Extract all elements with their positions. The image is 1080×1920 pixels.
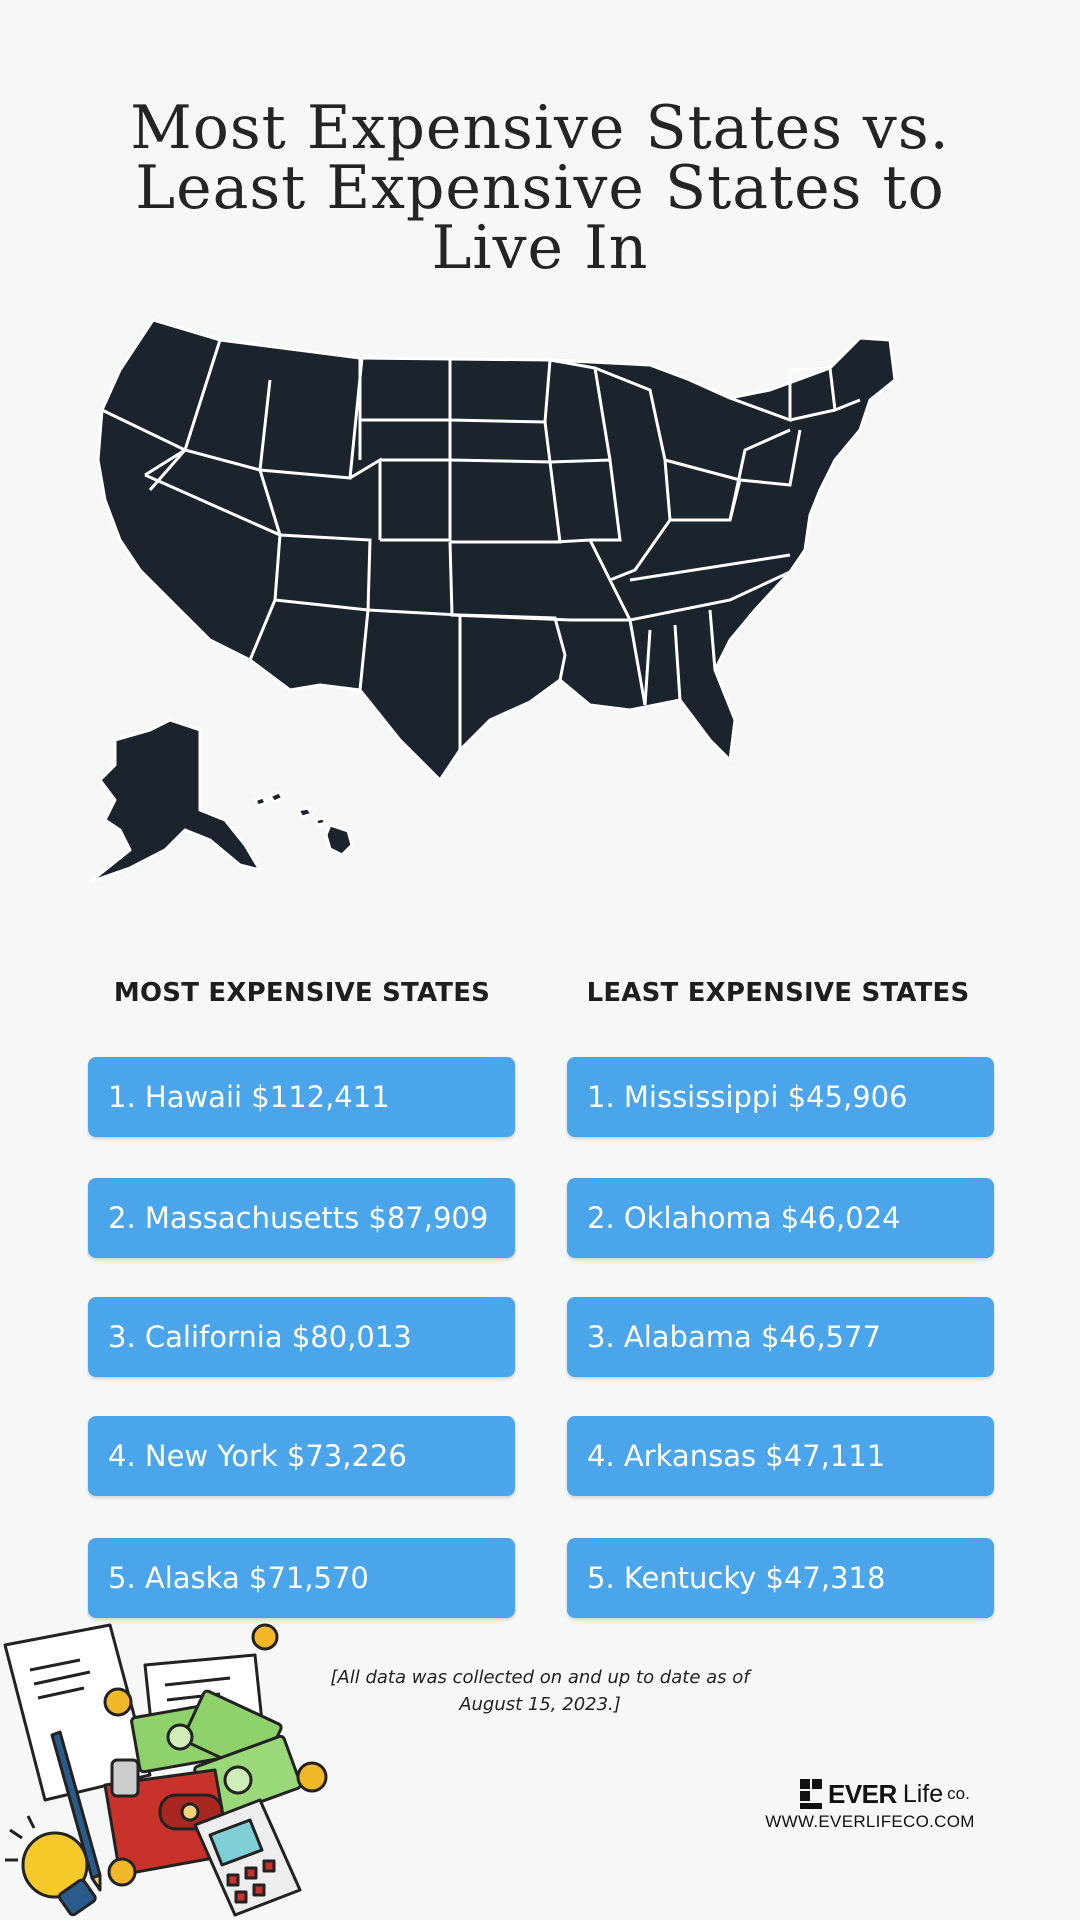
page-title: Most Expensive States vs. Least Expensiv…: [60, 98, 1020, 278]
most-expensive-item-2: 2. Massachusetts $87,909: [88, 1178, 515, 1258]
most-expensive-item-4: 4. New York $73,226: [88, 1416, 515, 1496]
title-line-2: Least Expensive States to: [135, 153, 945, 223]
brand-life: Life: [902, 1779, 944, 1808]
least-expensive-item-1: 1. Mississippi $45,906: [567, 1057, 994, 1137]
footnote-line-2: August 15, 2023.]: [459, 1694, 621, 1715]
least-expensive-heading: LEAST EXPENSIVE STATES: [586, 978, 970, 1008]
pencil-icon: [50, 1730, 102, 1892]
least-expensive-item-4: 4. Arkansas $47,111: [567, 1416, 994, 1496]
title-line-3: Live In: [431, 213, 649, 283]
coin-icon: [103, 1623, 328, 1887]
most-expensive-item-5: 5. Alaska $71,570: [88, 1538, 515, 1618]
brand-co: co.: [947, 1784, 970, 1803]
brand-ever: EVER: [828, 1778, 897, 1809]
most-expensive-item-1: 1. Hawaii $112,411: [88, 1057, 515, 1137]
least-expensive-item-5: 5. Kentucky $47,318: [567, 1538, 994, 1618]
brand-logo: EVER Life co.: [800, 1774, 970, 1814]
title-line-1: Most Expensive States vs.: [130, 93, 950, 163]
least-expensive-item-2: 2. Oklahoma $46,024: [567, 1178, 994, 1258]
light-bulb-icon: [5, 1815, 97, 1917]
least-expensive-item-3: 3. Alabama $46,577: [567, 1297, 994, 1377]
footnote: [All data was collected on and up to dat…: [300, 1664, 780, 1718]
money-clipart: [3, 1623, 328, 1917]
footnote-line-1: [All data was collected on and up to dat…: [330, 1667, 750, 1688]
ever-life-logo-icon: [800, 1779, 822, 1809]
brand-url: WWW.EVERLIFECO.COM: [765, 1812, 975, 1831]
us-map-icon: [90, 318, 897, 884]
calculator-icon: [193, 1798, 302, 1917]
most-expensive-heading: MOST EXPENSIVE STATES: [113, 978, 491, 1008]
most-expensive-item-3: 3. California $80,013: [88, 1297, 515, 1377]
